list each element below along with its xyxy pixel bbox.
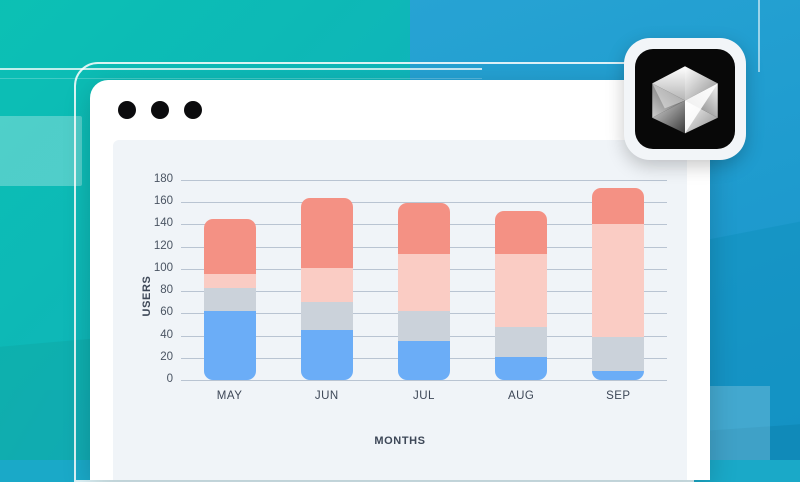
3d-cube-icon [652,66,718,134]
y-axis-tick-label: 40 [160,328,173,341]
x-axis-tick-label: SEP [606,390,631,402]
bar-sep[interactable] [592,187,645,380]
bar-segment-salmon[interactable] [592,187,645,225]
background-horizontal-line-faint [0,78,482,79]
y-axis-tick-label: 100 [153,261,173,274]
bar-jun[interactable] [300,197,353,380]
x-axis-title: MONTHS [374,435,426,447]
y-axis-tick-label: 20 [160,350,173,363]
x-axis-tick-label: MAY [216,390,243,402]
x-axis-ticks: MAY JUN JUL AUG SEP [181,390,667,402]
app-logo[interactable] [624,38,746,160]
close-dot-icon[interactable] [118,101,136,119]
bar-group [181,180,667,380]
gridline [181,202,667,204]
bar-segment-blue[interactable] [592,371,645,380]
bar-segment-light-pink[interactable] [397,254,450,312]
bar-segment-light-pink[interactable] [592,224,645,337]
x-axis-tick-label: AUG [507,390,535,402]
bar-segment-blue[interactable] [203,311,256,380]
y-axis-tick-label: 120 [153,239,173,252]
x-axis-tick-label: JUL [412,390,435,402]
bar-segment-gray[interactable] [592,336,645,372]
bar-segment-gray[interactable] [397,311,450,342]
bar-segment-blue[interactable] [397,341,450,380]
bar-segment-light-pink[interactable] [495,254,548,327]
background-left-rectangle [0,116,82,186]
bar-segment-gray[interactable] [300,302,353,330]
minimize-dot-icon[interactable] [151,101,169,119]
y-axis-tick-label: 160 [153,195,173,208]
plot-area: 0 20 40 60 80 100 120 140 160 180 [154,173,667,385]
bar-segment-light-pink[interactable] [203,274,256,288]
bar-segment-salmon[interactable] [397,203,450,255]
y-axis-tick-label: 0 [166,373,173,385]
bar-segment-salmon[interactable] [203,218,256,275]
gridline [181,380,667,381]
bar-segment-salmon[interactable] [300,197,353,268]
y-axis-tick-label: 180 [153,173,173,185]
bar-segment-gray[interactable] [203,287,256,312]
x-axis-tick-label: JUN [314,390,339,402]
y-axis-tick-label: 60 [160,306,173,319]
y-axis-tick-label: 80 [160,284,173,297]
bar-segment-blue[interactable] [495,356,548,380]
window-titlebar [90,80,710,140]
bar-segment-gray[interactable] [495,326,548,357]
stacked-bar-chart: USERS 0 20 40 60 80 100 120 140 160 180 MAY JUN JUL… [113,140,687,480]
chart-panel: USERS 0 20 40 60 80 100 120 140 160 180 MAY JUN JUL… [113,140,687,480]
y-axis-tick-label: 140 [153,217,173,230]
background-vertical-line [758,0,760,72]
bar-segment-blue[interactable] [300,330,353,380]
gridline [181,180,667,181]
browser-window: USERS 0 20 40 60 80 100 120 140 160 180 MAY JUN JUL… [90,80,710,480]
maximize-dot-icon[interactable] [184,101,202,119]
bar-segment-salmon[interactable] [495,211,548,255]
logo-background [635,49,735,149]
background-horizontal-line [0,68,482,70]
bar-may[interactable] [203,218,256,380]
bar-aug[interactable] [495,211,548,380]
bar-segment-light-pink[interactable] [300,267,353,303]
bar-jul[interactable] [397,203,450,380]
